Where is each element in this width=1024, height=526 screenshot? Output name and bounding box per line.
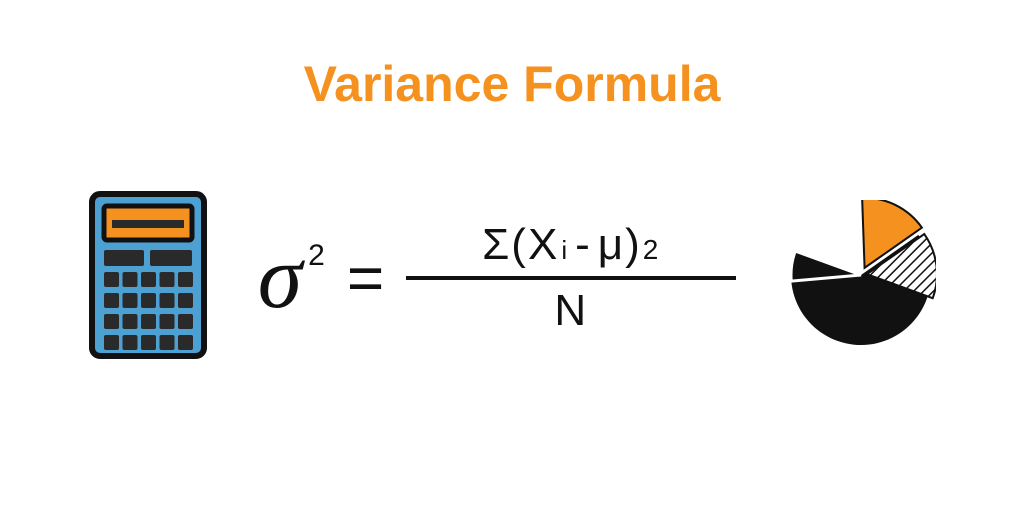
equals-sign: =	[347, 241, 384, 315]
denominator: N	[554, 286, 588, 336]
fraction-bar	[406, 276, 736, 280]
numerator-exponent: 2	[643, 234, 661, 266]
pie-chart-icon	[786, 200, 936, 355]
variance-formula: σ 2 = Σ ( X i - μ ) 2 N	[258, 220, 736, 336]
sigma-exponent: 2	[308, 241, 325, 271]
subscript-i: i	[561, 235, 569, 266]
minus-sign: -	[575, 220, 592, 270]
sigma-symbol: σ	[258, 233, 302, 323]
calculator-icon	[88, 190, 208, 365]
x-symbol: X	[528, 220, 559, 270]
page-title: Variance Formula	[0, 55, 1024, 113]
numerator: Σ ( X i - μ ) 2	[482, 220, 660, 270]
sigma-sum: Σ	[482, 220, 511, 270]
content-row: σ 2 = Σ ( X i - μ ) 2 N	[0, 190, 1024, 365]
sigma-squared: σ 2	[258, 233, 325, 323]
close-paren: )	[625, 220, 642, 270]
fraction: Σ ( X i - μ ) 2 N	[406, 220, 736, 336]
open-paren: (	[511, 220, 528, 270]
mu-symbol: μ	[598, 220, 625, 270]
